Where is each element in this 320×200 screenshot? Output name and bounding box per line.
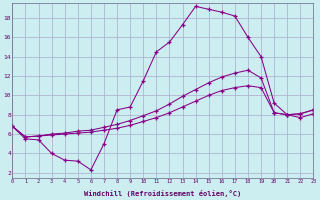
X-axis label: Windchill (Refroidissement éolien,°C): Windchill (Refroidissement éolien,°C) bbox=[84, 190, 242, 197]
